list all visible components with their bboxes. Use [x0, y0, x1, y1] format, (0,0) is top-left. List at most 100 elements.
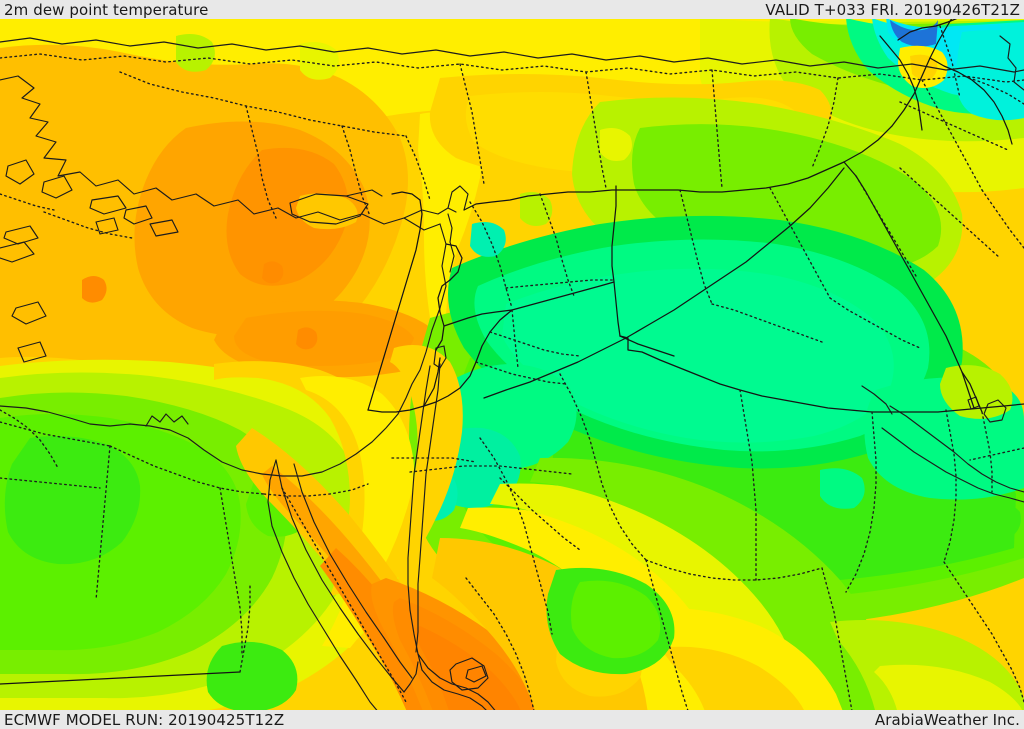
- dotted-border-turkey-interior-8: [811, 77, 839, 169]
- border-turkey-iraq-iran: [843, 18, 953, 163]
- dotted-border-turkey-interior-5: [459, 63, 485, 185]
- border-egypt-israel-sinai: [367, 199, 423, 411]
- coastline-sinai-tip: [403, 661, 419, 693]
- dotted-border-saudi-int-3: [739, 389, 757, 581]
- field-green-egypt-spot2: [206, 641, 298, 711]
- coastline-arabia-redsea: [417, 653, 497, 711]
- border-israel-lebanon: [435, 279, 451, 351]
- field-blue-caucasus-peak: [890, 20, 938, 47]
- field-gold-van-core: [910, 54, 938, 80]
- field-yellow-far-se: [874, 664, 1023, 711]
- dotted-border-negev: [409, 465, 573, 475]
- dotted-border-sinai-int: [391, 457, 477, 463]
- border-saudi-iraq-kuwait: [619, 335, 675, 357]
- coastline-cyprus: [289, 193, 369, 225]
- field-green-hijaz-outer: [530, 457, 892, 711]
- dotted-border-saudi-redsea: [465, 577, 535, 711]
- dotted-border-iraq-int-4: [855, 175, 917, 277]
- dotted-border-turkey-interior-1: [119, 71, 407, 137]
- coastline-dead-sea: [433, 345, 447, 369]
- border-euphrates-syria: [611, 185, 617, 283]
- border-iraq-saudi-diag: [483, 167, 845, 399]
- coastline-delta-detail: [145, 413, 189, 427]
- dotted-border-syria-int-4: [679, 189, 713, 305]
- field-yellow-hijaz-outer: [460, 507, 734, 711]
- field-pocket-teal-eu: [470, 222, 506, 257]
- border-caucasus-2: [929, 57, 1013, 145]
- coastline-greek-islands-2: [41, 175, 73, 199]
- dotted-border-jordan-int-1: [489, 331, 581, 357]
- dotted-border-jordan-int-3: [511, 309, 519, 369]
- dotted-border-saudi-int-2: [645, 559, 823, 581]
- dotted-border-iran-interior-3: [981, 189, 1024, 249]
- coastline-turkey-s: [403, 207, 457, 219]
- dotted-border-syria-int-1: [469, 201, 513, 309]
- coastline-redsea-west: [267, 459, 379, 711]
- field-orange-dot-antalya: [296, 327, 318, 350]
- coastline-greek-islands-3: [89, 195, 127, 215]
- border-lebanon-syria: [445, 243, 463, 281]
- dotted-border-turkey-interior-6: [585, 71, 607, 189]
- field-orange-dot-izmir: [82, 276, 107, 303]
- coastline-aegean-isl-4: [149, 219, 179, 237]
- field-amber-aegean-core: [226, 147, 349, 286]
- dotted-border-turkey-interior-2: [245, 105, 277, 219]
- coastline-sinai-west: [293, 463, 413, 679]
- coastline-aegean-isl-5: [11, 301, 47, 325]
- dotted-border-saudi-int-4: [845, 411, 877, 593]
- field-teal-jordan-deep: [502, 268, 894, 443]
- border-syria-israel-golan: [443, 309, 513, 327]
- dotted-border-redsea-median: [281, 487, 407, 703]
- dotted-border-saudi-se: [943, 561, 1024, 703]
- coastline-qatar: [983, 399, 1007, 423]
- coastline-crete: [3, 225, 39, 245]
- border-jordan-saudi: [619, 335, 1024, 413]
- border-israel-egypt: [367, 405, 425, 413]
- border-turkey-syria: [463, 161, 845, 211]
- dotted-border-egypt-int-4: [95, 445, 111, 601]
- coastline-redsea-island: [449, 657, 489, 691]
- coastline-sinai-east: [415, 363, 441, 653]
- dotted-border-egypt-int-1: [0, 421, 111, 447]
- page-title: 2m dew point temperature: [4, 1, 209, 19]
- dotted-border-turkey-interior-3: [341, 125, 371, 217]
- coastline-aqaba-gulf: [407, 365, 431, 671]
- dotted-border-saudi-int-8: [499, 477, 581, 551]
- dotted-border-gulf-1: [981, 411, 993, 493]
- dotted-border-iran-interior-2: [963, 75, 1024, 105]
- dotted-border-egypt-nile: [219, 487, 243, 657]
- field-gold-cyprus-land: [296, 193, 358, 230]
- coastline-karpathos: [95, 217, 119, 235]
- field-pocket-green-syria-2: [600, 128, 632, 161]
- dotted-border-turkey-interior-4: [405, 135, 431, 201]
- dotted-border-saudi-int-7: [821, 567, 853, 711]
- dotted-border-turkey-interior-7: [711, 69, 723, 189]
- border-jordan-israel: [423, 309, 513, 407]
- border-armenia: [897, 18, 959, 41]
- dotted-border-jordan-int-2: [475, 361, 567, 385]
- coastline-persian-gulf-e: [881, 427, 1024, 503]
- border-gulf-states: [961, 371, 983, 413]
- footer-bar: ECMWF MODEL RUN: 20190425T12Z ArabiaWeat…: [0, 710, 1024, 729]
- dotted-border-turkey-n: [0, 53, 1024, 83]
- field-yellow-levant: [418, 112, 482, 318]
- coastline-levant: [261, 223, 447, 477]
- coastline-redsea-east: [421, 669, 488, 711]
- dotted-border-iraq-int-1: [769, 187, 831, 299]
- dotted-border-saudi-int-5: [943, 409, 957, 563]
- dotted-border-med-eez-1: [43, 211, 133, 239]
- dotted-border-saudi-int-6: [645, 559, 689, 711]
- field-pocket-green-syria-1: [520, 192, 553, 226]
- field-pocket-yellow-ne-saudi: [940, 365, 1013, 419]
- dotted-border-iran-interior-1: [921, 79, 983, 191]
- dotted-border-saudi-int-1: [559, 373, 647, 561]
- dotted-border-gulf-2: [969, 447, 1024, 461]
- coastline-aegean: [0, 75, 441, 231]
- coastline-suez-gulf: [275, 459, 405, 693]
- field-pocket-green-iran: [982, 502, 1021, 539]
- border-syria-jordan-iraq: [511, 281, 621, 337]
- dotted-border-egypt-int-7: [239, 583, 251, 673]
- map-viewport[interactable]: [0, 18, 1024, 711]
- border-jordan-israel-s: [423, 357, 441, 407]
- coastline-redsea-island-2: [465, 665, 487, 683]
